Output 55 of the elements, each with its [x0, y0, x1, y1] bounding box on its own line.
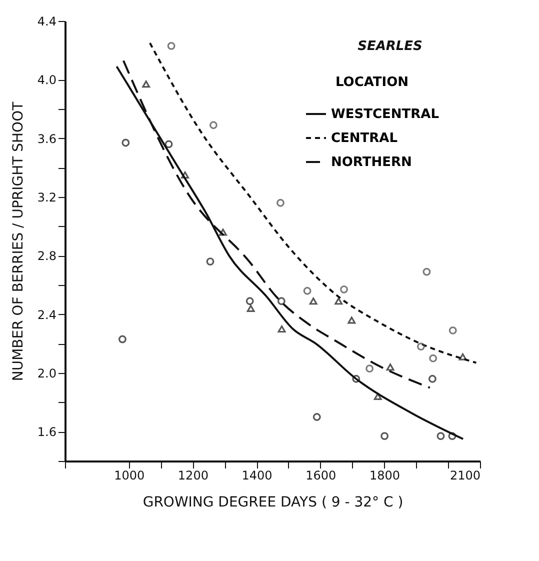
x-tick-label: 1000 — [114, 468, 145, 482]
point — [278, 325, 286, 333]
point — [142, 80, 150, 88]
point — [416, 342, 425, 351]
y-tick-label: 1.6 — [37, 425, 56, 440]
y-axis-title: NUMBER OF BERRIES / UPRIGHT SHOOT — [10, 101, 26, 382]
point — [422, 268, 431, 276]
point — [303, 286, 312, 295]
y-tick-label: 2.4 — [37, 308, 56, 322]
x-tick-label: 1400 — [242, 468, 272, 482]
point — [458, 353, 467, 360]
point — [246, 297, 254, 306]
point — [448, 432, 456, 440]
point — [429, 354, 438, 362]
point — [219, 228, 227, 236]
point — [309, 298, 318, 305]
x-axis-title: GROWING DEGREE DAYS ( 9 - 32° C ) — [142, 494, 404, 510]
x-tick-label: 1600 — [306, 468, 336, 482]
point — [428, 374, 436, 383]
point — [334, 298, 343, 305]
y-tick-label: 4.4 — [37, 14, 56, 28]
point — [118, 335, 126, 344]
point — [164, 140, 173, 148]
point — [122, 138, 130, 147]
x-tick-label: 1800 — [369, 468, 400, 482]
y-tick-label: 2.8 — [37, 249, 56, 264]
y-tick-label: 2.0 — [37, 366, 56, 380]
point — [340, 285, 348, 294]
point — [181, 171, 189, 179]
x-tick-label: 1200 — [178, 468, 208, 482]
legend-label: NORTHERN — [331, 155, 412, 170]
point — [366, 364, 374, 373]
point — [374, 392, 382, 400]
point — [448, 326, 457, 334]
annotation: SEARLES — [358, 39, 422, 54]
legend-label: CENTRAL — [331, 131, 398, 146]
point — [209, 121, 218, 130]
point — [246, 304, 255, 312]
point — [167, 42, 176, 50]
point — [276, 198, 284, 207]
legend-label: WESTCENTRAL — [331, 107, 439, 122]
point — [352, 374, 360, 383]
x-tick-label: 2100 — [450, 468, 480, 482]
point — [312, 413, 321, 421]
point — [436, 432, 445, 440]
line-series — [148, 42, 478, 364]
point — [380, 432, 389, 440]
y-tick-label: 3.2 — [37, 190, 56, 204]
point — [206, 258, 214, 266]
y-tick-label: 3.6 — [37, 132, 56, 146]
legend-title: LOCATION — [335, 75, 409, 90]
point — [348, 316, 356, 324]
y-tick-label: 4.0 — [37, 73, 56, 88]
point — [277, 297, 286, 306]
point — [386, 364, 394, 371]
